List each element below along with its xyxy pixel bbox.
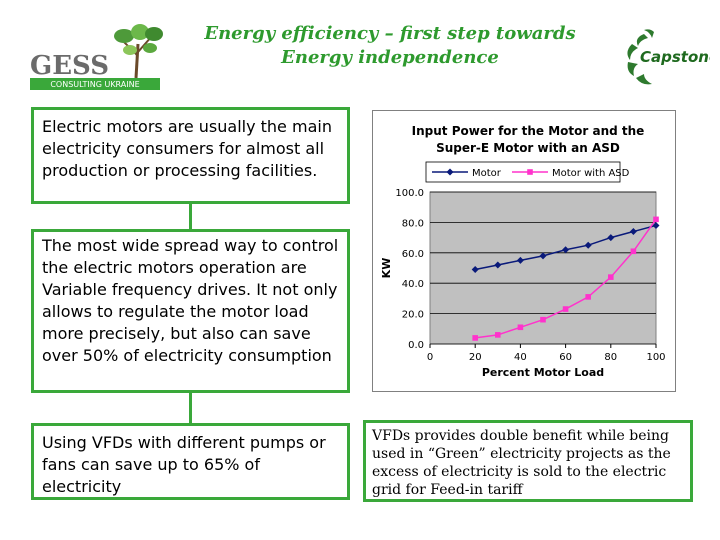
motor-data-point	[494, 261, 502, 269]
motor-data-point	[652, 221, 660, 229]
asd-data-point	[540, 316, 546, 323]
motor-data-point	[607, 234, 615, 242]
chart-grid	[430, 191, 656, 345]
y-tick-label: 100.0	[395, 188, 424, 199]
x-tick-label: 40	[514, 352, 527, 363]
asd-data-point	[630, 248, 637, 255]
motor-data-point	[516, 256, 524, 264]
asd-data-point	[517, 324, 524, 331]
y-tick-label: 0.0	[408, 340, 424, 351]
power-chart: Input Power for the Motor and the Super-…	[372, 110, 676, 392]
connector-line	[189, 393, 192, 423]
y-axis-label: KW	[380, 258, 393, 279]
gess-subtitle: CONSULTING UKRAINE	[50, 80, 139, 89]
asd-data-point	[472, 335, 478, 341]
gess-logo: GESS CONSULTING UKRAINE	[30, 24, 163, 90]
tree-trunk	[134, 43, 140, 79]
motor-data-point	[562, 246, 570, 254]
capstone-wordmark: Capstone	[640, 48, 710, 66]
motor-data-point	[584, 241, 592, 249]
legend-label: Motor with ASD	[552, 168, 630, 179]
title-line-1: Energy efficiency – first step towards	[204, 23, 576, 44]
y-tick-label: 60.0	[402, 249, 424, 260]
legend-label: Motor	[472, 168, 502, 179]
motor-data-point	[539, 252, 547, 260]
motor-data-point	[629, 228, 637, 236]
asd-data-point	[585, 294, 591, 300]
slide-title: Energy efficiency – first step towards E…	[180, 22, 600, 70]
asd-data-point	[495, 332, 501, 338]
x-tick-label: 60	[559, 352, 572, 363]
tree-leaf	[114, 29, 134, 43]
gess-wordmark: GESS	[30, 51, 109, 81]
connector-line	[189, 204, 192, 229]
chart-title-line-2: Super-E Motor with an ASD	[436, 141, 620, 155]
x-axis-label: Percent Motor Load	[482, 366, 604, 379]
x-tick-label: 80	[604, 352, 617, 363]
legend-marker	[446, 168, 454, 176]
x-tick-label: 100	[646, 352, 665, 363]
motors-box: Electric motors are usually the main ele…	[31, 107, 350, 204]
legend-marker	[527, 169, 533, 175]
chart-legend: Motor Motor with ASD	[425, 161, 630, 183]
motor-data-point	[471, 266, 479, 274]
capstone-swirl-icon	[627, 29, 654, 85]
title-line-2: Energy independence	[281, 47, 499, 68]
y-tick-label: 40.0	[402, 279, 424, 290]
vfd-box: The most wide spread way to control the …	[31, 229, 350, 393]
chart-title-line-1: Input Power for the Motor and the	[412, 124, 645, 138]
asd-data-point	[653, 216, 659, 223]
asd-data-point	[608, 274, 614, 280]
capstone-logo: Capstone	[627, 29, 710, 85]
asd-data-point	[562, 306, 569, 312]
green-energy-box: VFDs provides double benefit while being…	[363, 420, 693, 502]
x-tick-label: 20	[469, 352, 482, 363]
savings-box: Using VFDs with different pumps or fans …	[31, 423, 350, 500]
y-tick-label: 80.0	[402, 218, 424, 229]
y-tick-label: 20.0	[402, 310, 424, 321]
x-tick-label: 0	[427, 352, 433, 363]
